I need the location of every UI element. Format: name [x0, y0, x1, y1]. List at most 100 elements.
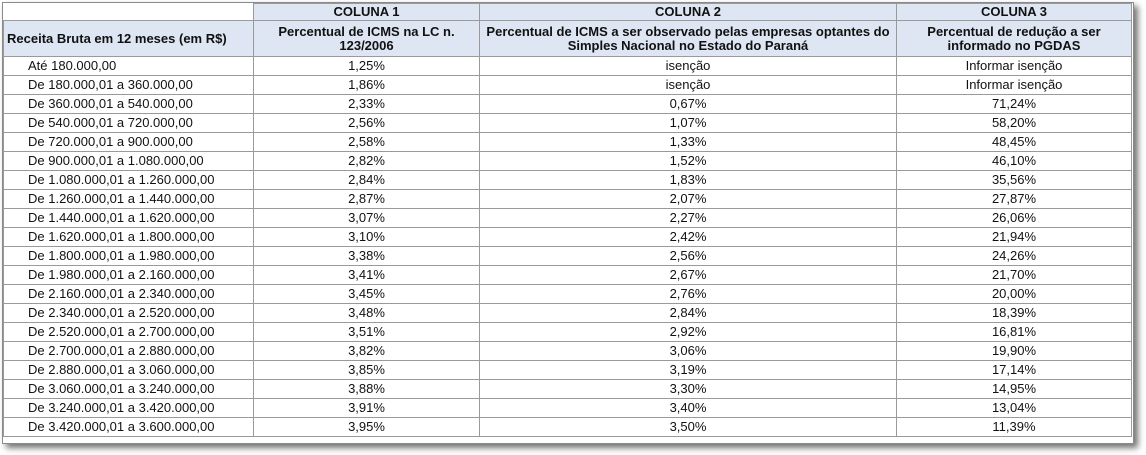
blank-corner-cell	[3, 3, 254, 21]
table-row: De 360.000,01 a 540.000,00 2,33% 0,67% 71,2…	[3, 94, 1132, 114]
icms-parana-cell: isenção	[479, 56, 897, 76]
icms-parana-cell: 1,83%	[479, 170, 897, 190]
revenue-range-cell: De 2.340.000,01 a 2.520.000,00	[3, 303, 254, 323]
icms-parana-cell: 2,56%	[479, 246, 897, 266]
icms-parana-cell: 1,33%	[479, 132, 897, 152]
reduction-cell: 11,39%	[896, 417, 1132, 437]
icms-lc-cell: 1,86%	[253, 75, 480, 95]
row-header-revenue: Receita Bruta em 12 meses (em R$)	[3, 20, 254, 57]
icms-parana-cell: 3,30%	[479, 379, 897, 399]
icms-parana-cell: isenção	[479, 75, 897, 95]
icms-parana-cell: 2,27%	[479, 208, 897, 228]
revenue-range-cell: De 3.060.000,01 a 3.240.000,00	[3, 379, 254, 399]
icms-parana-cell: 1,07%	[479, 113, 897, 133]
column-2-description: Percentual de ICMS a ser observado pelas…	[479, 20, 897, 57]
reduction-cell: Informar isenção	[896, 75, 1132, 95]
table-row: De 1.800.000,01 a 1.980.000,00 3,38% 2,56%…	[3, 246, 1132, 266]
reduction-cell: 18,39%	[896, 303, 1132, 323]
reduction-cell: 17,14%	[896, 360, 1132, 380]
icms-lc-cell: 3,82%	[253, 341, 480, 361]
icms-parana-cell: 3,40%	[479, 398, 897, 418]
revenue-range-cell: De 900.000,01 a 1.080.000,00	[3, 151, 254, 171]
column-1-title: COLUNA 1	[253, 3, 480, 21]
revenue-range-cell: De 1.800.000,01 a 1.980.000,00	[3, 246, 254, 266]
reduction-cell: 26,06%	[896, 208, 1132, 228]
icms-lc-cell: 1,25%	[253, 56, 480, 76]
icms-lc-cell: 3,07%	[253, 208, 480, 228]
column-3-description: Percentual de redução a ser informado no…	[896, 20, 1132, 57]
revenue-range-cell: De 540.000,01 a 720.000,00	[3, 113, 254, 133]
revenue-range-cell: De 2.520.000,01 a 2.700.000,00	[3, 322, 254, 342]
icms-parana-cell: 2,42%	[479, 227, 897, 247]
column-3-title: COLUNA 3	[896, 3, 1132, 21]
revenue-range-cell: De 1.620.000,01 a 1.800.000,00	[3, 227, 254, 247]
table-row: De 900.000,01 a 1.080.000,00 2,82% 1,52% 46…	[3, 151, 1132, 171]
icms-lc-cell: 3,88%	[253, 379, 480, 399]
icms-parana-cell: 2,67%	[479, 265, 897, 285]
icms-lc-cell: 3,95%	[253, 417, 480, 437]
revenue-range-cell: De 1.260.000,01 a 1.440.000,00	[3, 189, 254, 209]
icms-lc-cell: 3,45%	[253, 284, 480, 304]
revenue-range-cell: De 720.000,01 a 900.000,00	[3, 132, 254, 152]
table-row: De 1.080.000,01 a 1.260.000,00 2,84% 1,83%…	[3, 170, 1132, 190]
revenue-range-cell: De 2.700.000,01 a 2.880.000,00	[3, 341, 254, 361]
table-row: De 3.060.000,01 a 3.240.000,00 3,88% 3,30%…	[3, 379, 1132, 399]
icms-lc-cell: 3,48%	[253, 303, 480, 323]
reduction-cell: 13,04%	[896, 398, 1132, 418]
reduction-cell: 14,95%	[896, 379, 1132, 399]
icms-parana-cell: 0,67%	[479, 94, 897, 114]
icms-parana-cell: 2,07%	[479, 189, 897, 209]
column-2-title: COLUNA 2	[479, 3, 897, 21]
icms-parana-cell: 2,76%	[479, 284, 897, 304]
icms-lc-cell: 2,33%	[253, 94, 480, 114]
revenue-range-cell: De 360.000,01 a 540.000,00	[3, 94, 254, 114]
revenue-range-cell: De 2.160.000,01 a 2.340.000,00	[3, 284, 254, 304]
revenue-range-cell: Até 180.000,00	[3, 56, 254, 76]
icms-table: COLUNA 1 COLUNA 2 COLUNA 3 Receita Bruta…	[3, 3, 1132, 437]
table-row: De 2.340.000,01 a 2.520.000,00 3,48% 2,84%…	[3, 303, 1132, 323]
reduction-cell: 35,56%	[896, 170, 1132, 190]
icms-lc-cell: 3,10%	[253, 227, 480, 247]
icms-lc-cell: 2,82%	[253, 151, 480, 171]
table-row: De 180.000,01 a 360.000,00 1,86% isenção In…	[3, 75, 1132, 95]
icms-lc-cell: 3,51%	[253, 322, 480, 342]
table-row: De 3.240.000,01 a 3.420.000,00 3,91% 3,40%…	[3, 398, 1132, 418]
icms-lc-cell: 2,87%	[253, 189, 480, 209]
reduction-cell: 21,70%	[896, 265, 1132, 285]
revenue-range-cell: De 180.000,01 a 360.000,00	[3, 75, 254, 95]
icms-parana-cell: 2,92%	[479, 322, 897, 342]
icms-lc-cell: 3,91%	[253, 398, 480, 418]
revenue-range-cell: De 3.420.000,01 a 3.600.000,00	[3, 417, 254, 437]
icms-lc-cell: 2,56%	[253, 113, 480, 133]
revenue-range-cell: De 1.980.000,01 a 2.160.000,00	[3, 265, 254, 285]
table-row: De 2.700.000,01 a 2.880.000,00 3,82% 3,06%…	[3, 341, 1132, 361]
table-row: De 1.980.000,01 a 2.160.000,00 3,41% 2,67%…	[3, 265, 1132, 285]
icms-parana-cell: 3,19%	[479, 360, 897, 380]
table-row: De 2.160.000,01 a 2.340.000,00 3,45% 2,76%…	[3, 284, 1132, 304]
table-row: Até 180.000,00 1,25% isenção Informar isenç…	[3, 56, 1132, 76]
reduction-cell: 71,24%	[896, 94, 1132, 114]
icms-parana-cell: 3,06%	[479, 341, 897, 361]
icms-parana-cell: 1,52%	[479, 151, 897, 171]
table-row: De 1.440.000,01 a 1.620.000,00 3,07% 2,27%…	[3, 208, 1132, 228]
reduction-cell: 16,81%	[896, 322, 1132, 342]
icms-parana-cell: 2,84%	[479, 303, 897, 323]
table-row: De 1.620.000,01 a 1.800.000,00 3,10% 2,42%…	[3, 227, 1132, 247]
table-row: De 2.520.000,01 a 2.700.000,00 3,51% 2,92%…	[3, 322, 1132, 342]
icms-lc-cell: 2,84%	[253, 170, 480, 190]
reduction-cell: 58,20%	[896, 113, 1132, 133]
revenue-range-cell: De 1.080.000,01 a 1.260.000,00	[3, 170, 254, 190]
column-1-description: Percentual de ICMS na LC n. 123/2006	[253, 20, 480, 57]
icms-lc-cell: 3,41%	[253, 265, 480, 285]
revenue-range-cell: De 1.440.000,01 a 1.620.000,00	[3, 208, 254, 228]
reduction-cell: 19,90%	[896, 341, 1132, 361]
revenue-range-cell: De 2.880.000,01 a 3.060.000,00	[3, 360, 254, 380]
icms-lc-cell: 3,38%	[253, 246, 480, 266]
reduction-cell: 21,94%	[896, 227, 1132, 247]
reduction-cell: 48,45%	[896, 132, 1132, 152]
column-description-row: Receita Bruta em 12 meses (em R$) Percen…	[3, 20, 1132, 57]
reduction-cell: 24,26%	[896, 246, 1132, 266]
reduction-cell: 46,10%	[896, 151, 1132, 171]
icms-lc-cell: 3,85%	[253, 360, 480, 380]
column-title-row: COLUNA 1 COLUNA 2 COLUNA 3	[3, 3, 1132, 21]
